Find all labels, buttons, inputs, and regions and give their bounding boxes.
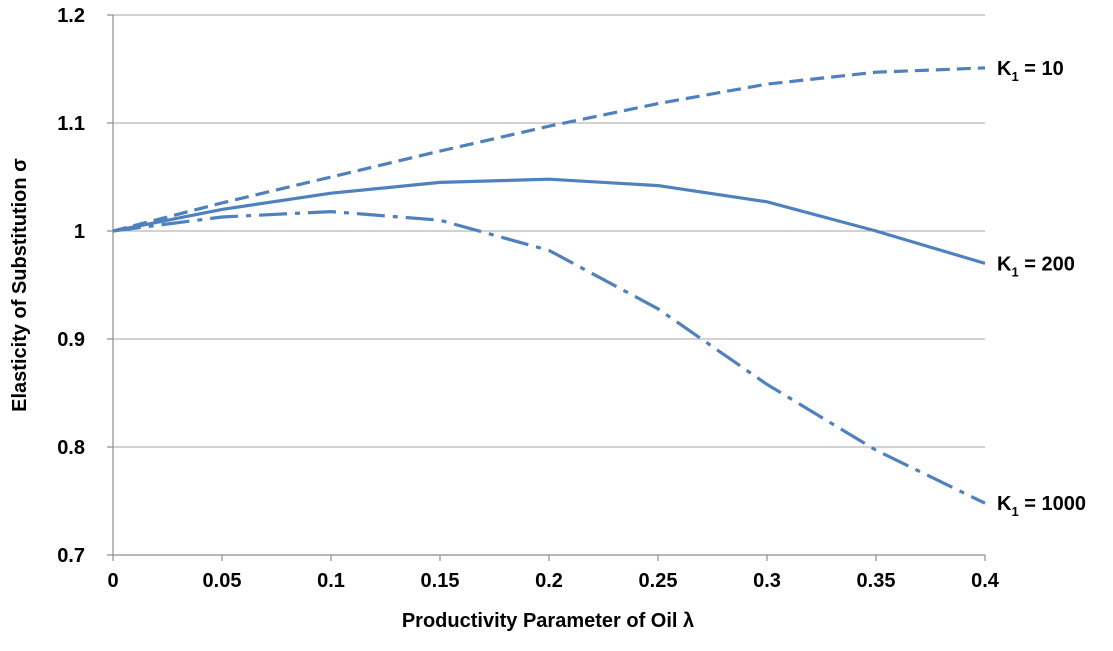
y-tick-label: 1.2 <box>57 5 85 27</box>
series-label: K1 = 10 <box>997 58 1064 84</box>
x-tick-label: 0.2 <box>535 570 563 592</box>
y-tick-label: 0.7 <box>57 545 85 567</box>
series-line-k1-200 <box>112 177 986 265</box>
series-lines <box>112 66 986 505</box>
x-tick-label: 0.15 <box>421 570 460 592</box>
series-labels: K1 = 10 K1 = 200 K1 = 1000 <box>997 58 1086 519</box>
x-tick-label: 0.1 <box>317 570 345 592</box>
y-tick-label: 0.8 <box>57 437 85 459</box>
y-axis-title: Elasticity of Substitution σ <box>9 158 31 412</box>
x-tick-label: 0.35 <box>857 570 896 592</box>
series-label: K1 = 1000 <box>997 493 1086 519</box>
x-tick-label: 0.05 <box>203 570 242 592</box>
x-tick-label: 0.25 <box>639 570 678 592</box>
x-tick-label: 0.4 <box>971 570 1000 592</box>
y-tick-label: 0.9 <box>57 329 85 351</box>
x-tick-label: 0 <box>107 570 118 592</box>
series-label: K1 = 200 <box>997 253 1075 279</box>
x-tick-labels: 0 0.05 0.1 0.15 0.2 0.25 0.3 0.35 0.4 <box>107 570 999 592</box>
series-line-k1-10 <box>112 66 986 233</box>
x-axis-title: Productivity Parameter of Oil λ <box>402 610 694 632</box>
y-tick-label: 1.1 <box>57 113 85 135</box>
axes <box>107 14 986 561</box>
gridlines <box>113 14 985 448</box>
y-tick-labels: 0.7 0.8 0.9 1 1.1 1.2 <box>57 5 85 567</box>
y-tick-label: 1 <box>74 221 85 243</box>
series-line-k1-1000 <box>112 210 986 505</box>
x-tick-label: 0.3 <box>753 570 781 592</box>
